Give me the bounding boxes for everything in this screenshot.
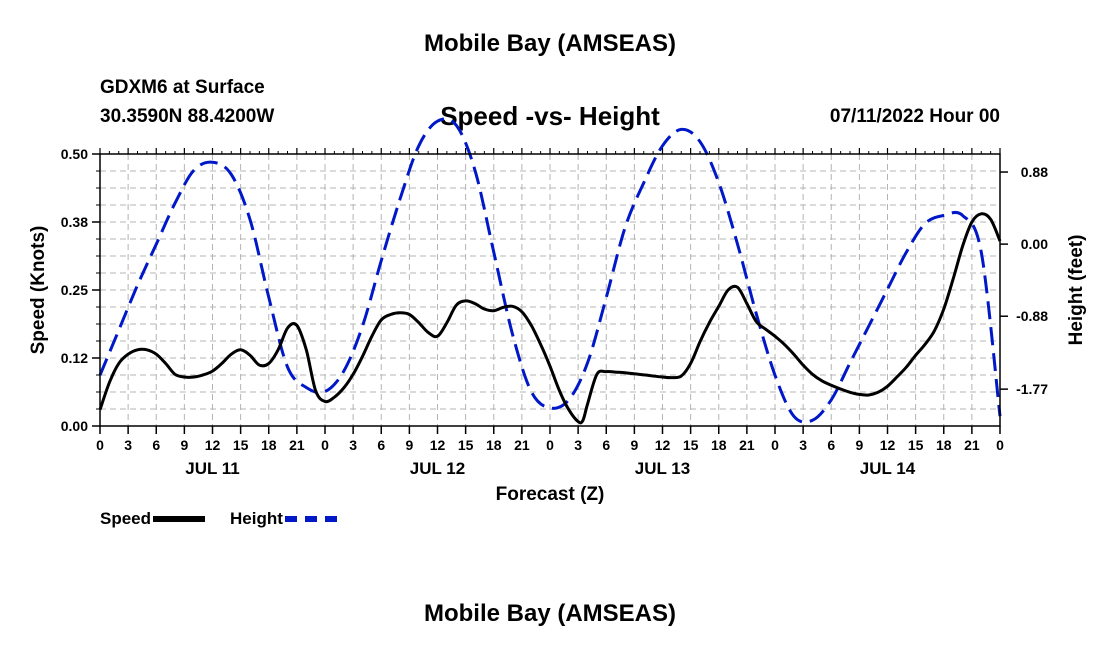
y-tick-label: 0.00	[61, 418, 88, 434]
legend-speed-label: Speed	[100, 509, 152, 528]
y-tick-label: 0.38	[61, 214, 88, 230]
y2-tick-label: -1.77	[1016, 381, 1048, 397]
x-tick-label: 6	[602, 437, 610, 453]
series-lines	[98, 117, 1002, 425]
coordinates-label: 30.3590N 88.4200W	[100, 106, 275, 127]
x-tick-label: 9	[405, 437, 413, 453]
chart-subtitle: Speed -vs- Height	[440, 101, 660, 131]
x-tick-label: 3	[349, 437, 357, 453]
y-tick-label: 0.25	[61, 282, 88, 298]
day-label: JUL 12	[410, 459, 465, 478]
x-tick-label: 15	[908, 437, 924, 453]
y-tick-label: 0.12	[61, 350, 88, 366]
grid-lines	[100, 154, 1000, 426]
legend-speed: Speed	[100, 509, 206, 529]
axis-labels: 0 3 6 9 12 15 18 21 0 3 6 9 12 15 18 21 0 3 6 9 12 15 18 21 0 3 6 9…	[28, 146, 1087, 505]
x-tick-label: 21	[289, 437, 305, 453]
x-tick-label: 6	[827, 437, 835, 453]
legend-height: Height	[230, 509, 337, 529]
x-tick-label: 12	[880, 437, 896, 453]
x-tick-label: 0	[321, 437, 329, 453]
x-tick-label: 12	[205, 437, 221, 453]
x-tick-label: 18	[261, 437, 277, 453]
legend-height-label: Height	[230, 509, 283, 528]
day-label: JUL 14	[860, 459, 916, 478]
x-tick-label: 21	[739, 437, 755, 453]
x-tick-label: 0	[771, 437, 779, 453]
x-tick-label: 6	[152, 437, 160, 453]
day-label: JUL 11	[185, 459, 240, 478]
series-line-speed	[98, 212, 1002, 425]
x-tick-label: 0	[996, 437, 1004, 453]
footer-title: Mobile Bay (AMSEAS)	[423, 600, 677, 627]
y2-tick-label: -0.88	[1016, 308, 1048, 324]
speed-height-chart: 0 3 6 9 12 15 18 21 0 3 6 9 12 15 18 21 0 3 6 9 12 15 18 21 0 3 6 9…	[28, 117, 1087, 505]
y-axis-title: Speed (Knots)	[28, 226, 49, 355]
station-label: GDXM6 at Surface	[100, 77, 265, 98]
y2-tick-label: 0.00	[1021, 236, 1048, 252]
x-tick-label: 6	[377, 437, 385, 453]
x-tick-label: 21	[964, 437, 980, 453]
y2-axis-title: Height (feet)	[1066, 235, 1087, 346]
x-tick-label: 15	[458, 437, 474, 453]
x-tick-label: 3	[574, 437, 582, 453]
x-tick-label: 9	[630, 437, 638, 453]
x-tick-label: 9	[180, 437, 188, 453]
x-tick-label: 12	[430, 437, 446, 453]
x-axis-title: Forecast (Z)	[496, 484, 605, 505]
x-tick-label: 0	[96, 437, 104, 453]
x-tick-label: 12	[655, 437, 671, 453]
x-tick-label: 3	[799, 437, 807, 453]
x-tick-label: 15	[233, 437, 249, 453]
x-tick-label: 18	[936, 437, 952, 453]
y-tick-label: 0.50	[61, 146, 88, 162]
y2-tick-label: 0.88	[1021, 164, 1048, 180]
axis-ticks	[92, 148, 1008, 434]
x-tick-label: 15	[683, 437, 699, 453]
x-tick-label: 21	[514, 437, 530, 453]
x-tick-label: 9	[855, 437, 863, 453]
chart-title: Mobile Bay (AMSEAS)	[423, 30, 677, 57]
legend-speed-swatch	[153, 516, 206, 522]
forecast-datetime: 07/11/2022 Hour 00	[829, 106, 1000, 127]
x-tick-label: 18	[711, 437, 727, 453]
x-tick-label: 3	[124, 437, 132, 453]
legend-height-swatch	[284, 516, 337, 522]
day-label: JUL 13	[635, 459, 690, 478]
x-tick-label: 18	[486, 437, 502, 453]
x-tick-label: 0	[546, 437, 554, 453]
